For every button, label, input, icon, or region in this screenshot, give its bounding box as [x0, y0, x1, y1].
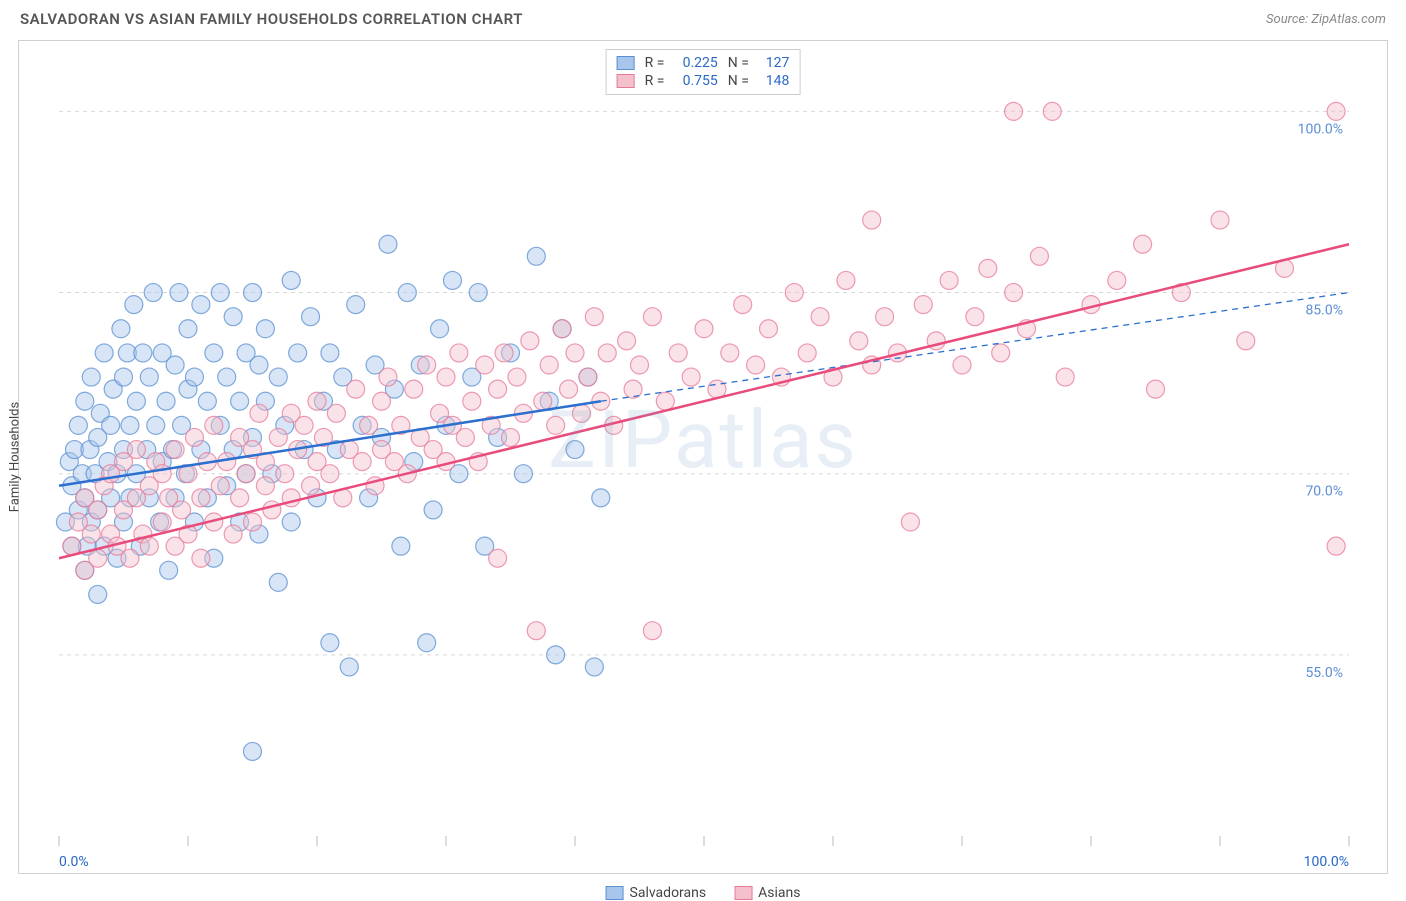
chart-area: Family Households 55.0%70.0%85.0%100.0%0… — [18, 40, 1388, 874]
svg-text:70.0%: 70.0% — [1305, 484, 1343, 500]
chart-title: SALVADORAN VS ASIAN FAMILY HOUSEHOLDS CO… — [20, 10, 523, 28]
svg-text:100.0%: 100.0% — [1304, 854, 1349, 870]
legend-swatch-asians — [734, 886, 752, 900]
chart-source: Source: ZipAtlas.com — [1266, 12, 1386, 27]
r-value-asians: 0.755 — [683, 73, 718, 89]
series-legend: Salvadorans Asians — [606, 885, 801, 901]
y-axis-label: Family Households — [8, 402, 23, 512]
svg-text:0.0%: 0.0% — [59, 854, 89, 870]
n-value-asians: 148 — [766, 73, 790, 89]
scatter-chart: 55.0% 70.0% 85.0% 100.0% 0.0% 100.0% — [19, 41, 1387, 873]
svg-text:100.0%: 100.0% — [1298, 121, 1343, 137]
correlation-legend: R = 0.225 N = 127 R = 0.755 N = 148 — [606, 49, 801, 95]
legend-item-salvadorans: Salvadorans — [606, 885, 707, 901]
n-label: N = — [728, 73, 756, 89]
n-label: N = — [728, 55, 756, 71]
chart-header: SALVADORAN VS ASIAN FAMILY HOUSEHOLDS CO… — [0, 0, 1406, 34]
legend-row-salvadorans: R = 0.225 N = 127 — [617, 54, 790, 72]
legend-label-asians: Asians — [758, 885, 800, 901]
legend-swatch-salvadorans — [606, 886, 624, 900]
svg-text:55.0%: 55.0% — [1305, 665, 1343, 681]
legend-row-asians: R = 0.755 N = 148 — [617, 72, 790, 90]
legend-item-asians: Asians — [734, 885, 800, 901]
n-value-salvadorans: 127 — [766, 55, 790, 71]
legend-label-salvadorans: Salvadorans — [630, 885, 707, 901]
r-label: R = — [645, 55, 673, 71]
legend-swatch-asians — [617, 74, 635, 88]
r-label: R = — [645, 73, 673, 89]
legend-swatch-salvadorans — [617, 56, 635, 70]
svg-text:85.0%: 85.0% — [1305, 303, 1343, 319]
r-value-salvadorans: 0.225 — [683, 55, 718, 71]
